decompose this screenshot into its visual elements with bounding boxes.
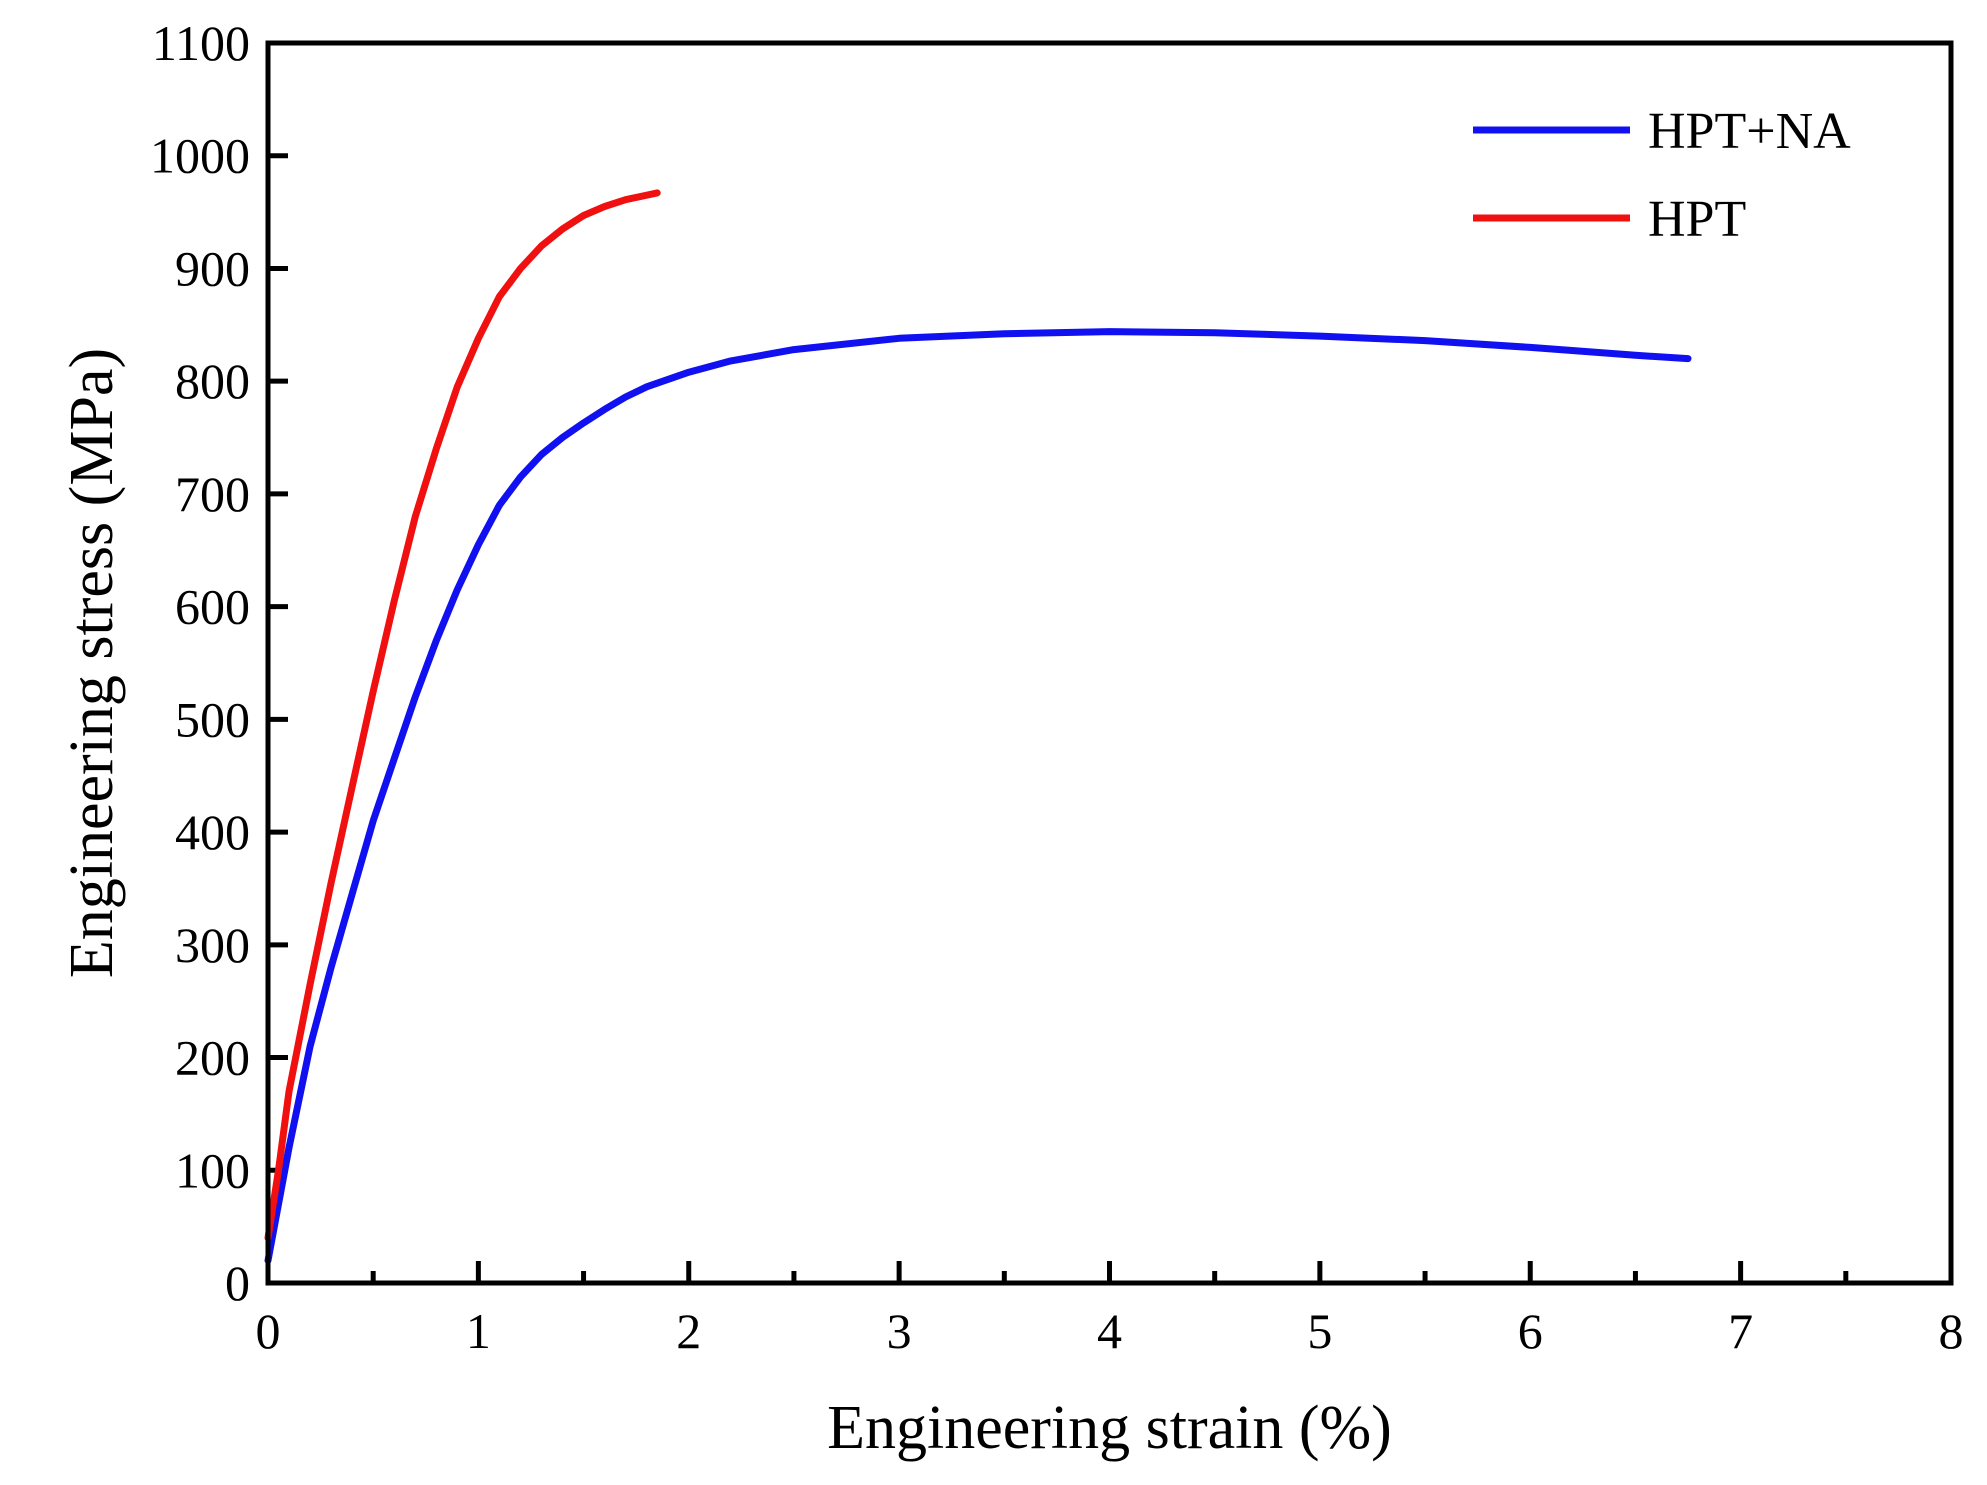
plot-area-frame (265, 40, 1954, 1286)
y-tick-label: 200 (175, 1030, 250, 1086)
x-tick-label: 3 (887, 1303, 912, 1359)
y-tick-label: 400 (175, 804, 250, 860)
legend-label-hpt-na: HPT+NA (1648, 103, 1851, 160)
legend: HPT+NA HPT (1473, 103, 1851, 248)
y-tick-label: 1000 (150, 128, 250, 184)
x-tick-label: 0 (256, 1303, 281, 1359)
y-tick-label: 600 (175, 579, 250, 635)
data-series (264, 189, 1692, 1264)
x-tick-label: 5 (1307, 1303, 1332, 1359)
y-tick-label: 900 (175, 240, 250, 296)
x-tick-label: 8 (1939, 1303, 1964, 1359)
axis-ticks (265, 40, 1954, 1286)
y-tick-label: 500 (175, 691, 250, 747)
y-axis-title: Engineering stress (MPa) (58, 348, 126, 978)
tick-labels: 0 1 2 3 4 5 6 7 8 0 100 200 300 400 500 600 700 800 900 100… (150, 15, 1964, 1359)
series-line-hpt-na (264, 328, 1692, 1264)
x-tick-label: 1 (466, 1303, 491, 1359)
series-line-hpt (264, 189, 661, 1242)
y-tick-label: 700 (175, 466, 250, 522)
y-tick-label: 800 (175, 353, 250, 409)
y-tick-label: 0 (225, 1255, 250, 1311)
x-axis-title: Engineering strain (%) (827, 1394, 1392, 1462)
y-tick-label: 300 (175, 917, 250, 973)
x-tick-label: 7 (1728, 1303, 1753, 1359)
x-tick-label: 4 (1097, 1303, 1122, 1359)
y-tick-label: 100 (175, 1142, 250, 1198)
x-tick-label: 6 (1518, 1303, 1543, 1359)
legend-label-hpt: HPT (1648, 191, 1746, 248)
y-tick-label: 1100 (152, 15, 250, 71)
x-tick-label: 2 (676, 1303, 701, 1359)
